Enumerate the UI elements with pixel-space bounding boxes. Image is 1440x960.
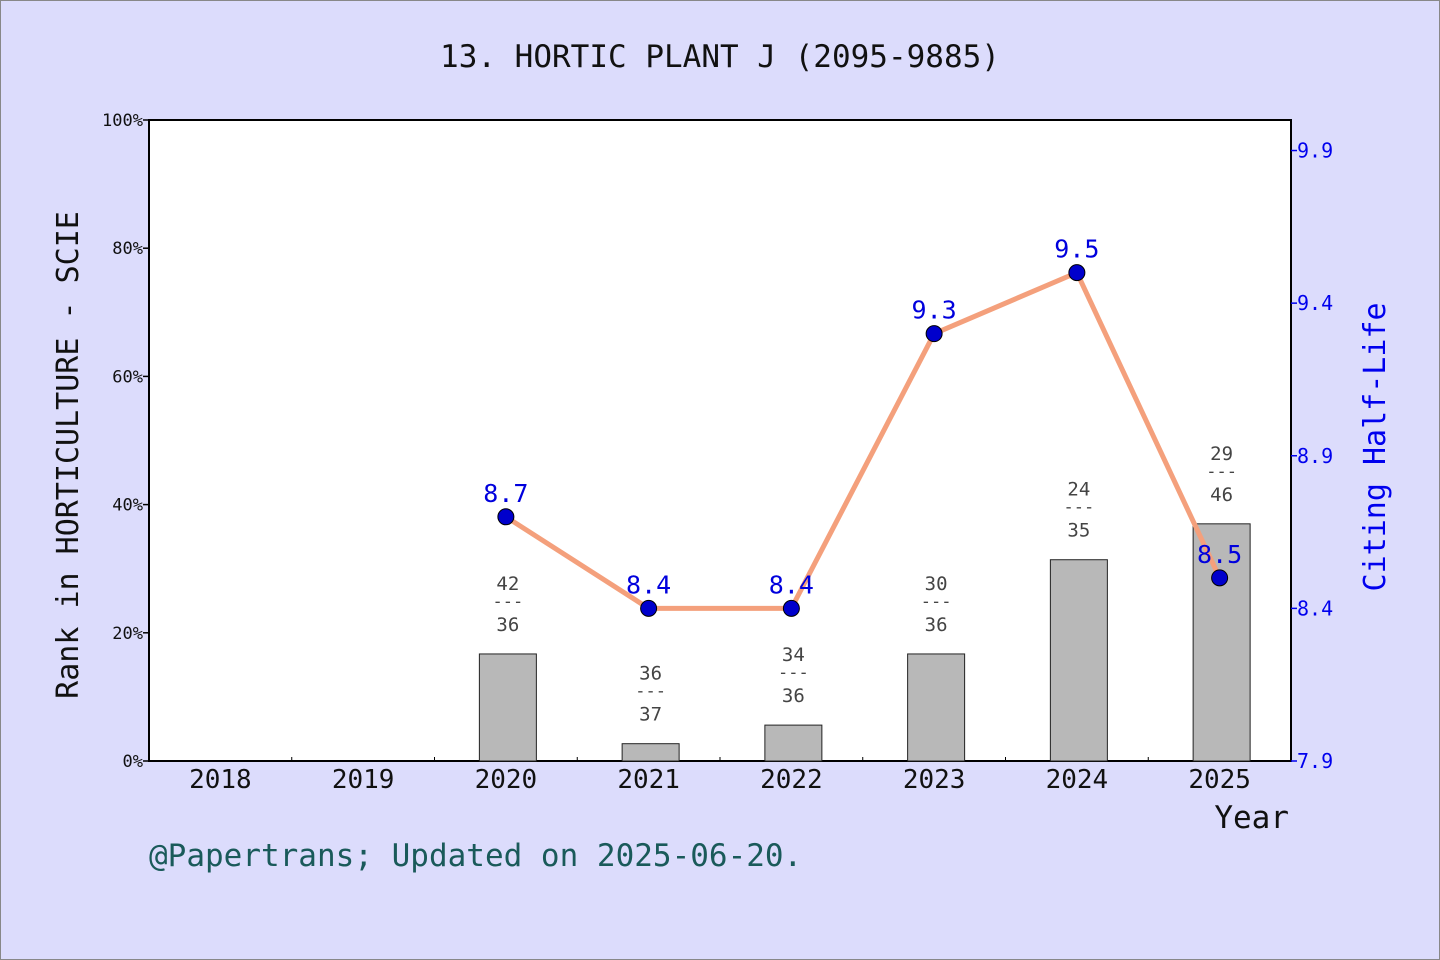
bar-label-rank: 36 <box>639 663 662 685</box>
x-tick-label: 2024 <box>1046 765 1109 795</box>
bar-label-separator: --- <box>921 592 952 612</box>
bar-label-rank: 42 <box>496 573 519 595</box>
bar <box>1192 523 1251 762</box>
bar <box>1049 559 1108 762</box>
bar-label-rank: 24 <box>1067 479 1090 501</box>
line-value-label: 8.7 <box>483 479 528 508</box>
y-axis-left: 0% 20% 40% 60% 80% 100% <box>102 111 149 772</box>
x-axis-label: Year <box>1214 800 1289 836</box>
line-path <box>504 270 1222 611</box>
y2-tick-label: 9.9 <box>1297 139 1333 163</box>
y-tick-label: 80% <box>112 239 143 259</box>
footer-credit: @Papertrans; Updated on 2025-06-20. <box>149 838 802 874</box>
bar-label-group: 42---3636---3734---3630---3624---3529---… <box>493 443 1237 726</box>
bar-label-total: 35 <box>1067 520 1090 542</box>
y-tick-label: 60% <box>112 367 143 387</box>
bar <box>764 724 823 762</box>
bar-label-total: 46 <box>1210 484 1233 506</box>
y2-tick-label: 8.4 <box>1297 596 1333 620</box>
x-tick-label: 2021 <box>617 765 680 795</box>
line-series: 8.7 8.4 8.4 9.3 9.5 8.5 <box>483 235 1242 617</box>
bar-label-total: 36 <box>496 614 519 636</box>
bar-label-separator: --- <box>493 592 524 612</box>
line-value-label: 8.4 <box>626 570 671 599</box>
line-value-label: 9.5 <box>1054 235 1099 264</box>
y-tick-label: 100% <box>102 111 143 131</box>
y-axis-label: Rank in HORTICULTURE - SCIE <box>51 211 86 699</box>
line-marker <box>497 508 515 526</box>
x-tick-label: 2020 <box>475 765 538 795</box>
y-axis-right: 7.9 8.4 8.9 9.4 9.9 <box>1291 139 1333 773</box>
line-marker <box>1068 264 1086 282</box>
line-marker <box>782 599 800 617</box>
bar-label-rank: 30 <box>925 573 948 595</box>
bar-label-rank: 29 <box>1210 443 1233 465</box>
bar-label-separator: --- <box>1064 498 1095 518</box>
bar <box>478 653 537 762</box>
line-value-label: 8.5 <box>1197 540 1242 569</box>
x-tick-label: 2019 <box>332 765 395 795</box>
bar-label-total: 37 <box>639 704 662 726</box>
y2-axis-label: Citing Half-Life <box>1358 303 1393 592</box>
chart-title: 13. HORTIC PLANT J (2095-9885) <box>440 39 1000 75</box>
bar-label-rank: 34 <box>782 644 805 666</box>
y-tick-label: 0% <box>123 752 143 772</box>
y2-tick-label: 8.9 <box>1297 444 1333 468</box>
y-tick-label: 20% <box>112 624 143 644</box>
bar-label-separator: --- <box>1206 462 1237 482</box>
x-tick-label: 2025 <box>1188 765 1251 795</box>
bar-label-separator: --- <box>778 663 809 683</box>
y2-tick-label: 7.9 <box>1297 749 1333 773</box>
line-marker <box>1211 569 1229 587</box>
y2-tick-label: 9.4 <box>1297 291 1333 315</box>
line-value-label: 8.4 <box>769 570 814 599</box>
bar <box>907 653 966 762</box>
x-tick-label: 2018 <box>189 765 252 795</box>
x-axis: 2018 2019 2020 2021 2022 2023 2024 2025 <box>189 757 1251 795</box>
bar <box>621 743 680 762</box>
x-tick-label: 2022 <box>760 765 823 795</box>
plot-area <box>148 119 1292 762</box>
x-tick-label: 2023 <box>903 765 966 795</box>
line-marker <box>925 325 943 343</box>
bar-series <box>478 523 1251 762</box>
bar-label-separator: --- <box>635 682 666 702</box>
bar-label-total: 36 <box>782 685 805 707</box>
line-value-label: 9.3 <box>912 296 957 325</box>
line-marker <box>640 599 658 617</box>
bar-label-total: 36 <box>925 614 948 636</box>
y-tick-label: 40% <box>112 496 143 516</box>
